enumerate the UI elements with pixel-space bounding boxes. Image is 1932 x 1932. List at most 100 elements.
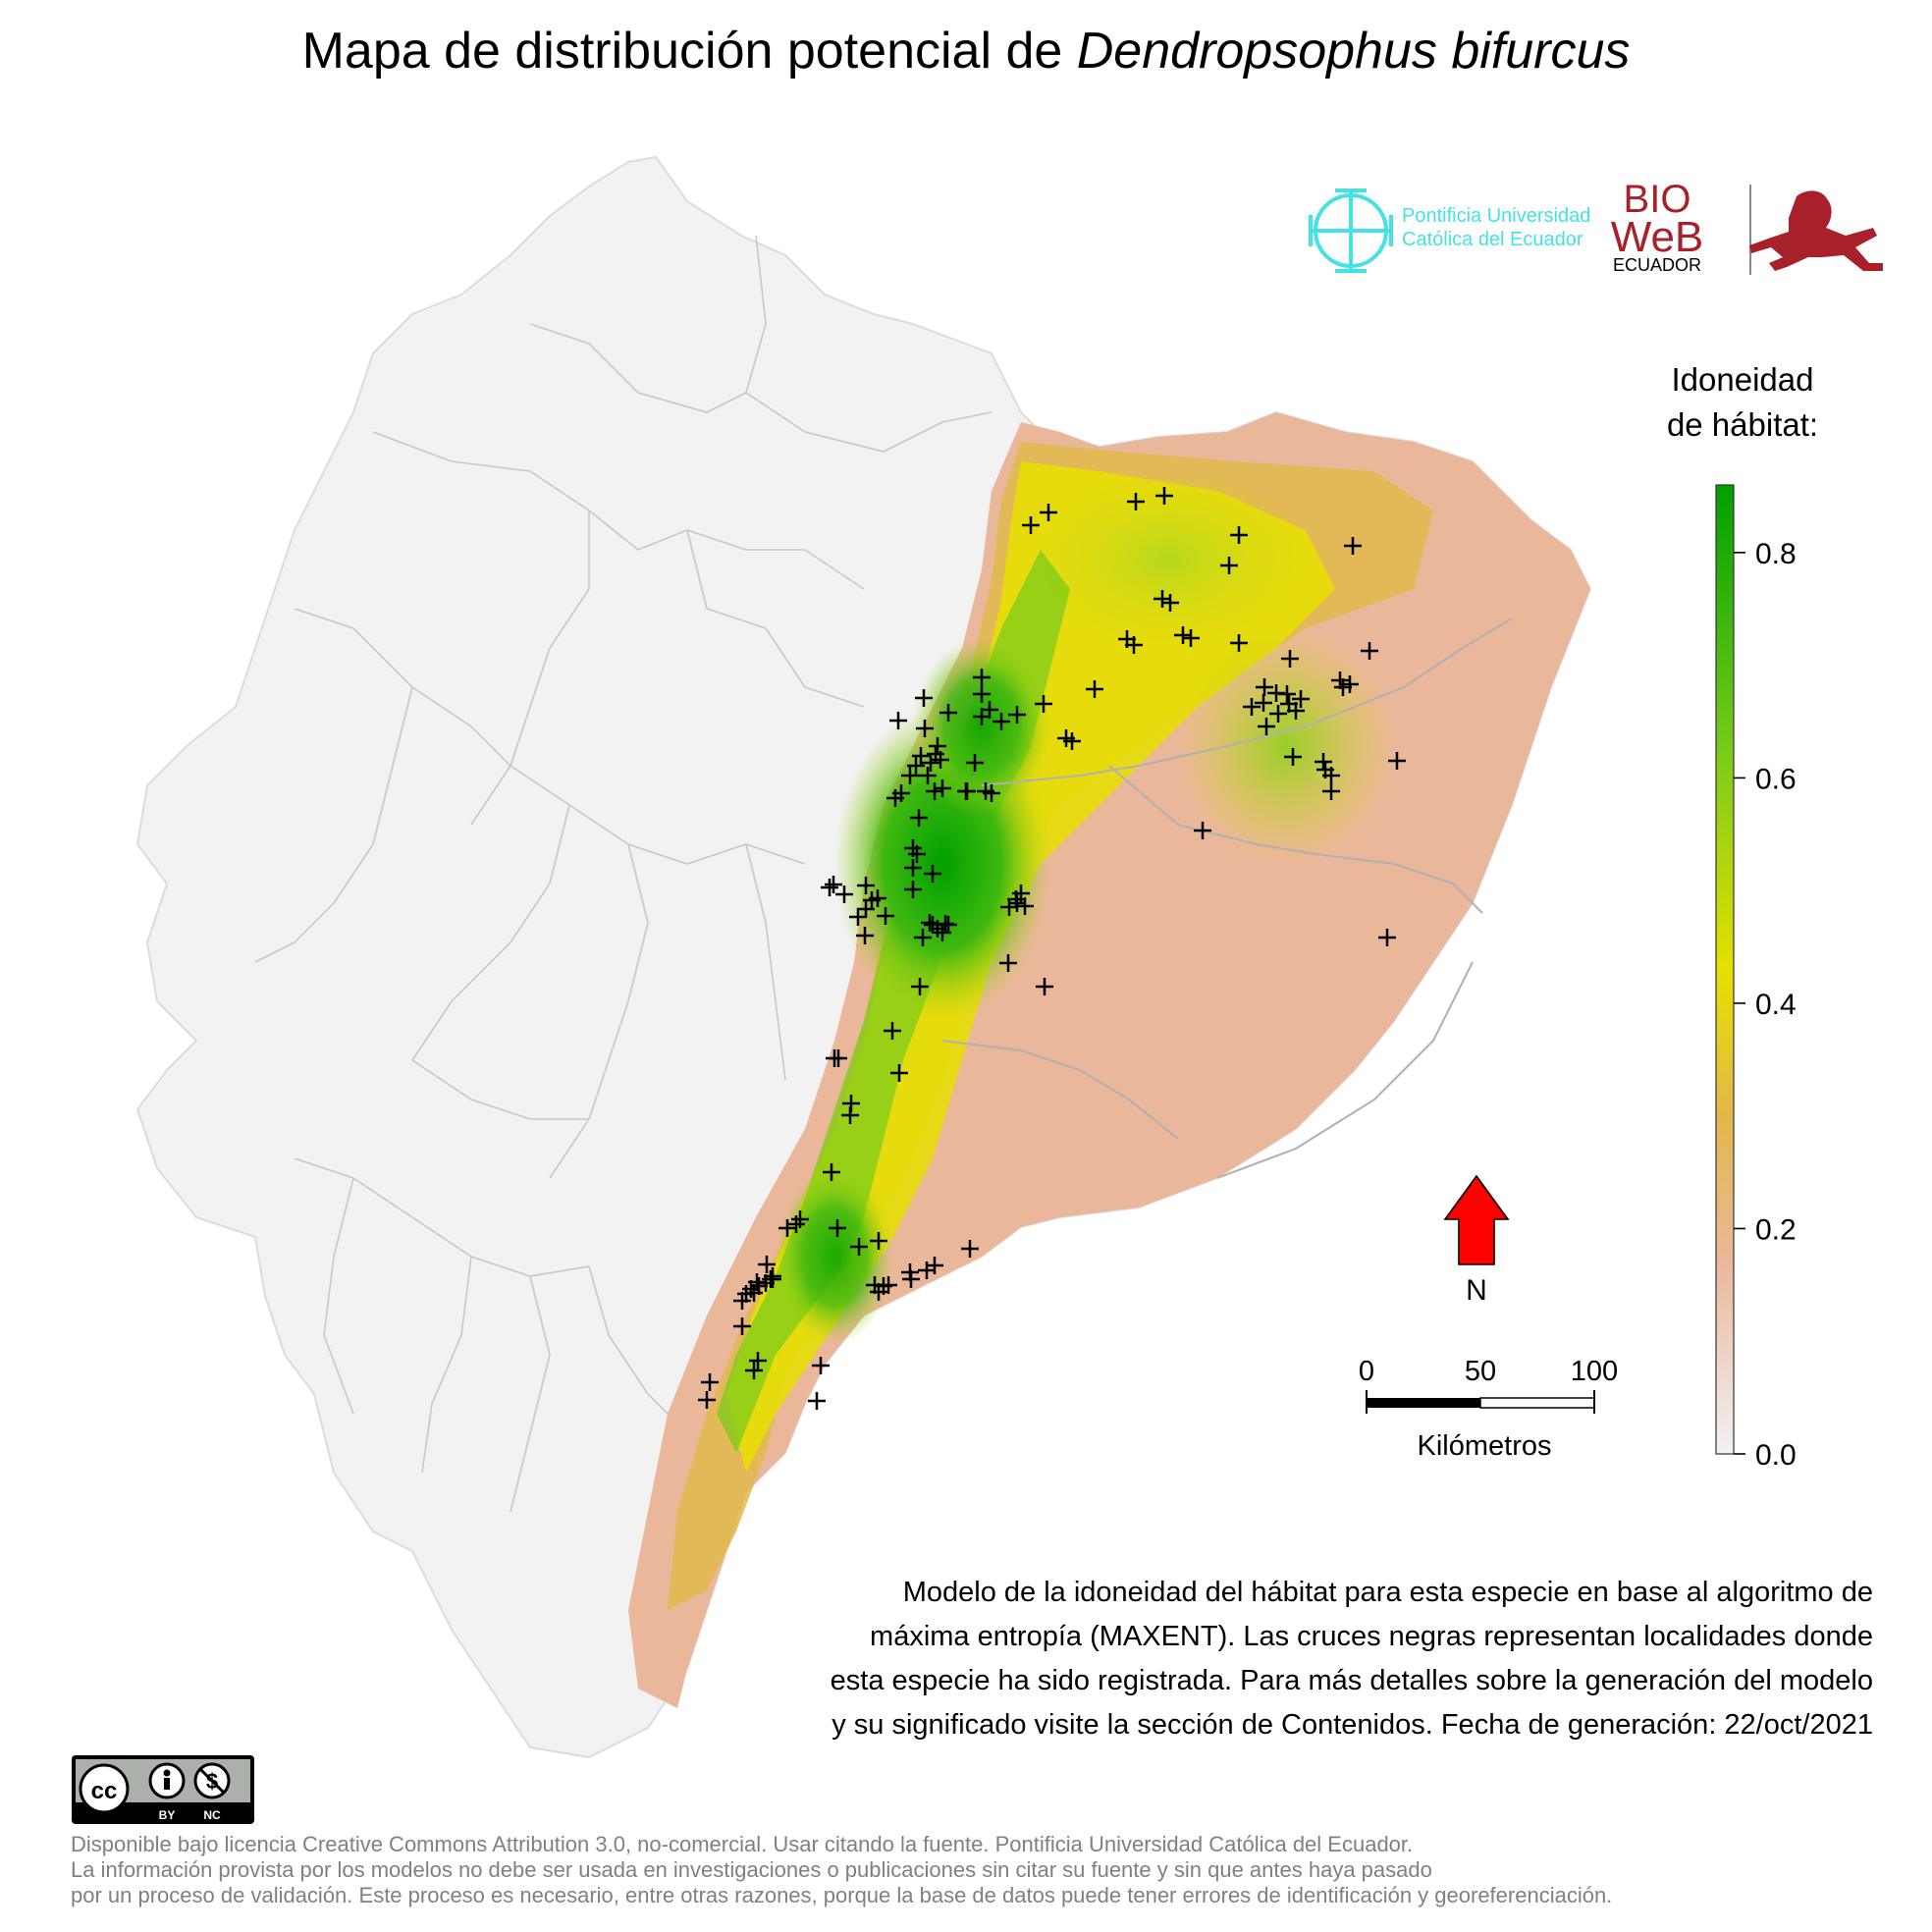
title-species: Dendropsophus bifurcus <box>1076 23 1631 80</box>
occurrence-cross <box>1284 748 1302 766</box>
svg-text:cc: cc <box>91 1778 118 1804</box>
occurrence-cross <box>961 1240 979 1258</box>
caption-line: esta especie ha sido registrada. Para má… <box>830 1665 1873 1696</box>
occurrence-cross <box>1182 629 1200 647</box>
occurrence-cross <box>1255 694 1272 712</box>
occurrence-cross <box>812 1357 830 1374</box>
occurrence-cross <box>823 1163 840 1181</box>
occurrence-cross <box>910 809 928 827</box>
occurrence-cross <box>1278 685 1296 703</box>
footer-line: La información provista por los modelos … <box>71 1857 1432 1882</box>
occurrence-cross <box>973 669 991 686</box>
legend-tick-label: 0.0 <box>1755 1439 1797 1472</box>
occurrence-cross <box>808 1392 826 1410</box>
occurrence-cross <box>1016 897 1034 915</box>
occurrence-cross <box>901 767 919 784</box>
occurrence-cross <box>857 877 875 894</box>
cc-license-badge: cc $ BY NC <box>72 1755 254 1824</box>
legend-tick-label: 0.2 <box>1755 1213 1797 1246</box>
occurrence-cross <box>745 1284 763 1302</box>
occurrence-cross <box>907 757 925 775</box>
province-boundaries <box>254 235 993 1513</box>
pucp-line2: Católica del Ecuador <box>1402 229 1583 250</box>
occurrence-cross <box>904 881 922 898</box>
occurrence-cross <box>908 845 926 863</box>
occurrence-cross <box>1125 636 1143 654</box>
occurrence-cross <box>902 1270 920 1288</box>
occurrence-cross <box>698 1391 716 1409</box>
occurrence-cross <box>926 1257 943 1274</box>
occurrence-cross <box>932 751 949 769</box>
caption-line: y su significado visite la sección de Co… <box>832 1709 1873 1741</box>
legend-tick-label: 0.4 <box>1755 989 1797 1021</box>
occurrence-cross <box>1086 680 1103 698</box>
occurrence-cross <box>973 685 991 703</box>
southern-hotspot <box>776 1168 893 1345</box>
occurrence-cross <box>701 1373 719 1391</box>
cc-by-label: BY <box>159 1808 176 1822</box>
map-title: Mapa de distribución potencial de Dendro… <box>0 22 1932 80</box>
pucp-line1: Pontificia Universidad <box>1402 205 1591 227</box>
pucp-logo-text: Pontificia Universidad Católica del Ecua… <box>1402 204 1590 251</box>
occurrence-cross <box>1361 642 1378 660</box>
occurrence-cross <box>1194 822 1211 839</box>
occurrence-cross <box>890 1064 908 1082</box>
legend-tick-label: 0.8 <box>1755 538 1797 570</box>
occurrence-cross <box>939 704 957 722</box>
title-prefix: Mapa de distribución potencial de <box>301 23 1077 80</box>
occurrence-cross <box>993 713 1010 730</box>
occurrence-cross <box>926 782 943 800</box>
caption-line: máxima entropía (MAXENT). Las cruces neg… <box>870 1621 1873 1652</box>
occurrence-cross <box>915 689 933 707</box>
occurrence-cross <box>1035 695 1052 713</box>
occurrence-cross <box>934 779 951 797</box>
scale-tick-50: 50 <box>1465 1356 1496 1387</box>
caption-line: Modelo de la idoneidad del hábitat para … <box>902 1577 1873 1608</box>
occurrence-cross <box>841 1106 859 1124</box>
bioweb-logo-web: WeB <box>1611 213 1704 261</box>
occurrence-cross <box>973 708 991 725</box>
occurrence-cross <box>877 907 894 925</box>
occurrence-cross <box>1269 705 1287 723</box>
occurrence-cross <box>1344 537 1362 555</box>
occurrence-cross <box>929 737 946 755</box>
occurrence-cross <box>957 782 975 800</box>
occurrence-cross <box>1040 504 1057 521</box>
occurrence-cross <box>1378 929 1396 946</box>
occurrence-cross <box>966 754 984 772</box>
occurrence-cross <box>1315 753 1332 771</box>
frog-icon <box>1749 190 1883 271</box>
suitability-raster <box>628 412 1590 1708</box>
occurrence-cross <box>1322 782 1340 800</box>
occurrence-cross <box>889 712 907 729</box>
occurrence-cross <box>1331 671 1349 689</box>
occurrence-cross <box>1127 493 1145 510</box>
occurrence-cross <box>914 929 932 946</box>
occurrence-cross <box>1230 634 1248 652</box>
occurrence-cross <box>886 789 904 807</box>
occurrence-cross <box>1256 678 1273 696</box>
occurrence-cross <box>856 927 874 944</box>
north-arrow-label: N <box>1466 1274 1487 1307</box>
occurrence-cross <box>1322 767 1340 784</box>
scale-bar: 0 50 100 Kilómetros <box>1359 1356 1618 1462</box>
footer-line: Disponible bajo licencia Creative Common… <box>71 1832 1414 1856</box>
occurrence-cross <box>1230 526 1248 544</box>
occurrence-cross <box>1063 732 1081 750</box>
occurrence-cross <box>849 908 867 926</box>
legend-title: Idoneidad de hábitat: <box>1630 357 1855 448</box>
occurrence-cross <box>733 1292 751 1310</box>
pucp-logo-mark <box>1309 188 1393 273</box>
bioweb-logo-bio: BIO <box>1624 178 1691 221</box>
occurrence-cross <box>912 747 930 765</box>
occurrence-cross <box>983 784 1000 802</box>
occurrence-cross <box>924 865 941 883</box>
occurrence-cross <box>999 954 1017 972</box>
occurrence-cross <box>1388 752 1406 770</box>
occurrence-cross <box>919 767 937 784</box>
occurrence-cross <box>904 859 922 877</box>
occurrence-cross <box>911 978 929 995</box>
occurrence-cross <box>884 1022 901 1040</box>
occurrence-cross <box>1036 978 1053 995</box>
